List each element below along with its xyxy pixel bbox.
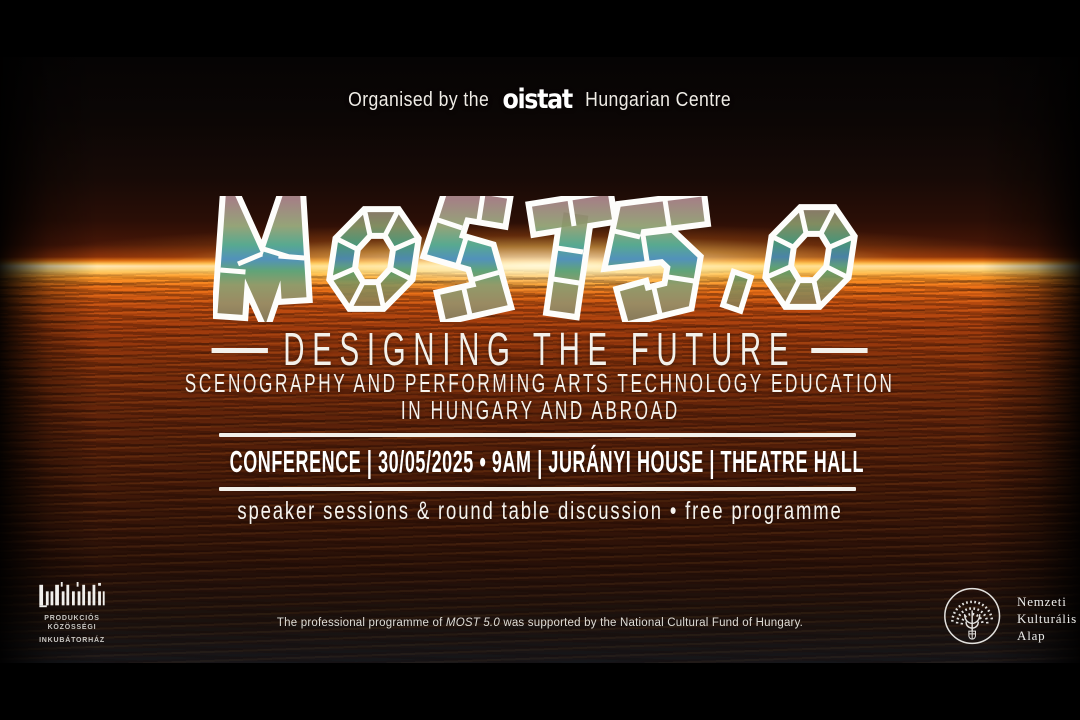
nka-label: Nemzeti Kulturális Alap (1017, 594, 1077, 643)
letterbox-top (0, 0, 1080, 57)
support-note: The professional programme of MOST 5.0 w… (276, 617, 804, 629)
tagline-abroad: IN HUNGARY AND ABROAD (400, 395, 680, 425)
tagline-main: DESIGNING THE FUTURE (283, 323, 797, 375)
divider-top (219, 433, 856, 437)
juranyi-subtitle-1: PRODUKCIÓS KÖZÖSSÉGI (44, 615, 100, 631)
juranyi-subtitle-2: INKUBÁTORHÁZ (39, 637, 105, 644)
tagline-designing: DESIGNING THE FUTURE (0, 322, 1080, 376)
edge-vignette (0, 57, 1080, 663)
most-5-0-logo (213, 196, 861, 322)
dash-left (211, 348, 269, 354)
dash-right (811, 348, 869, 354)
divider-bottom (219, 487, 856, 491)
nka-tree-emblem-icon (944, 587, 1001, 645)
juranyi-wordmark-icon (39, 582, 105, 608)
nka-logo: Nemzeti Kulturális Alap (942, 580, 1077, 652)
organiser-line: Organised by the oistat Hungarian Centre (0, 84, 1080, 115)
oistat-logo: oistat (502, 84, 574, 115)
tagline-scenography: SCENOGRAPHY AND PERFORMING ARTS TECHNOLO… (185, 368, 895, 398)
organiser-suffix: Hungarian Centre (585, 89, 732, 111)
organiser-prefix: Organised by the (348, 89, 490, 111)
juranyi-logo: PRODUKCIÓS KÖZÖSSÉGI INKUBÁTORHÁZ (20, 582, 124, 645)
support-note-title: MOST 5.0 (445, 617, 500, 629)
background-sunrise-photo (0, 57, 1080, 663)
programme-info: speaker sessions & round table discussio… (237, 497, 843, 525)
letterbox-bottom (0, 663, 1080, 720)
conference-info: CONFERENCE | 30/05/2025 • 9AM | JURÁNYI … (229, 444, 865, 479)
